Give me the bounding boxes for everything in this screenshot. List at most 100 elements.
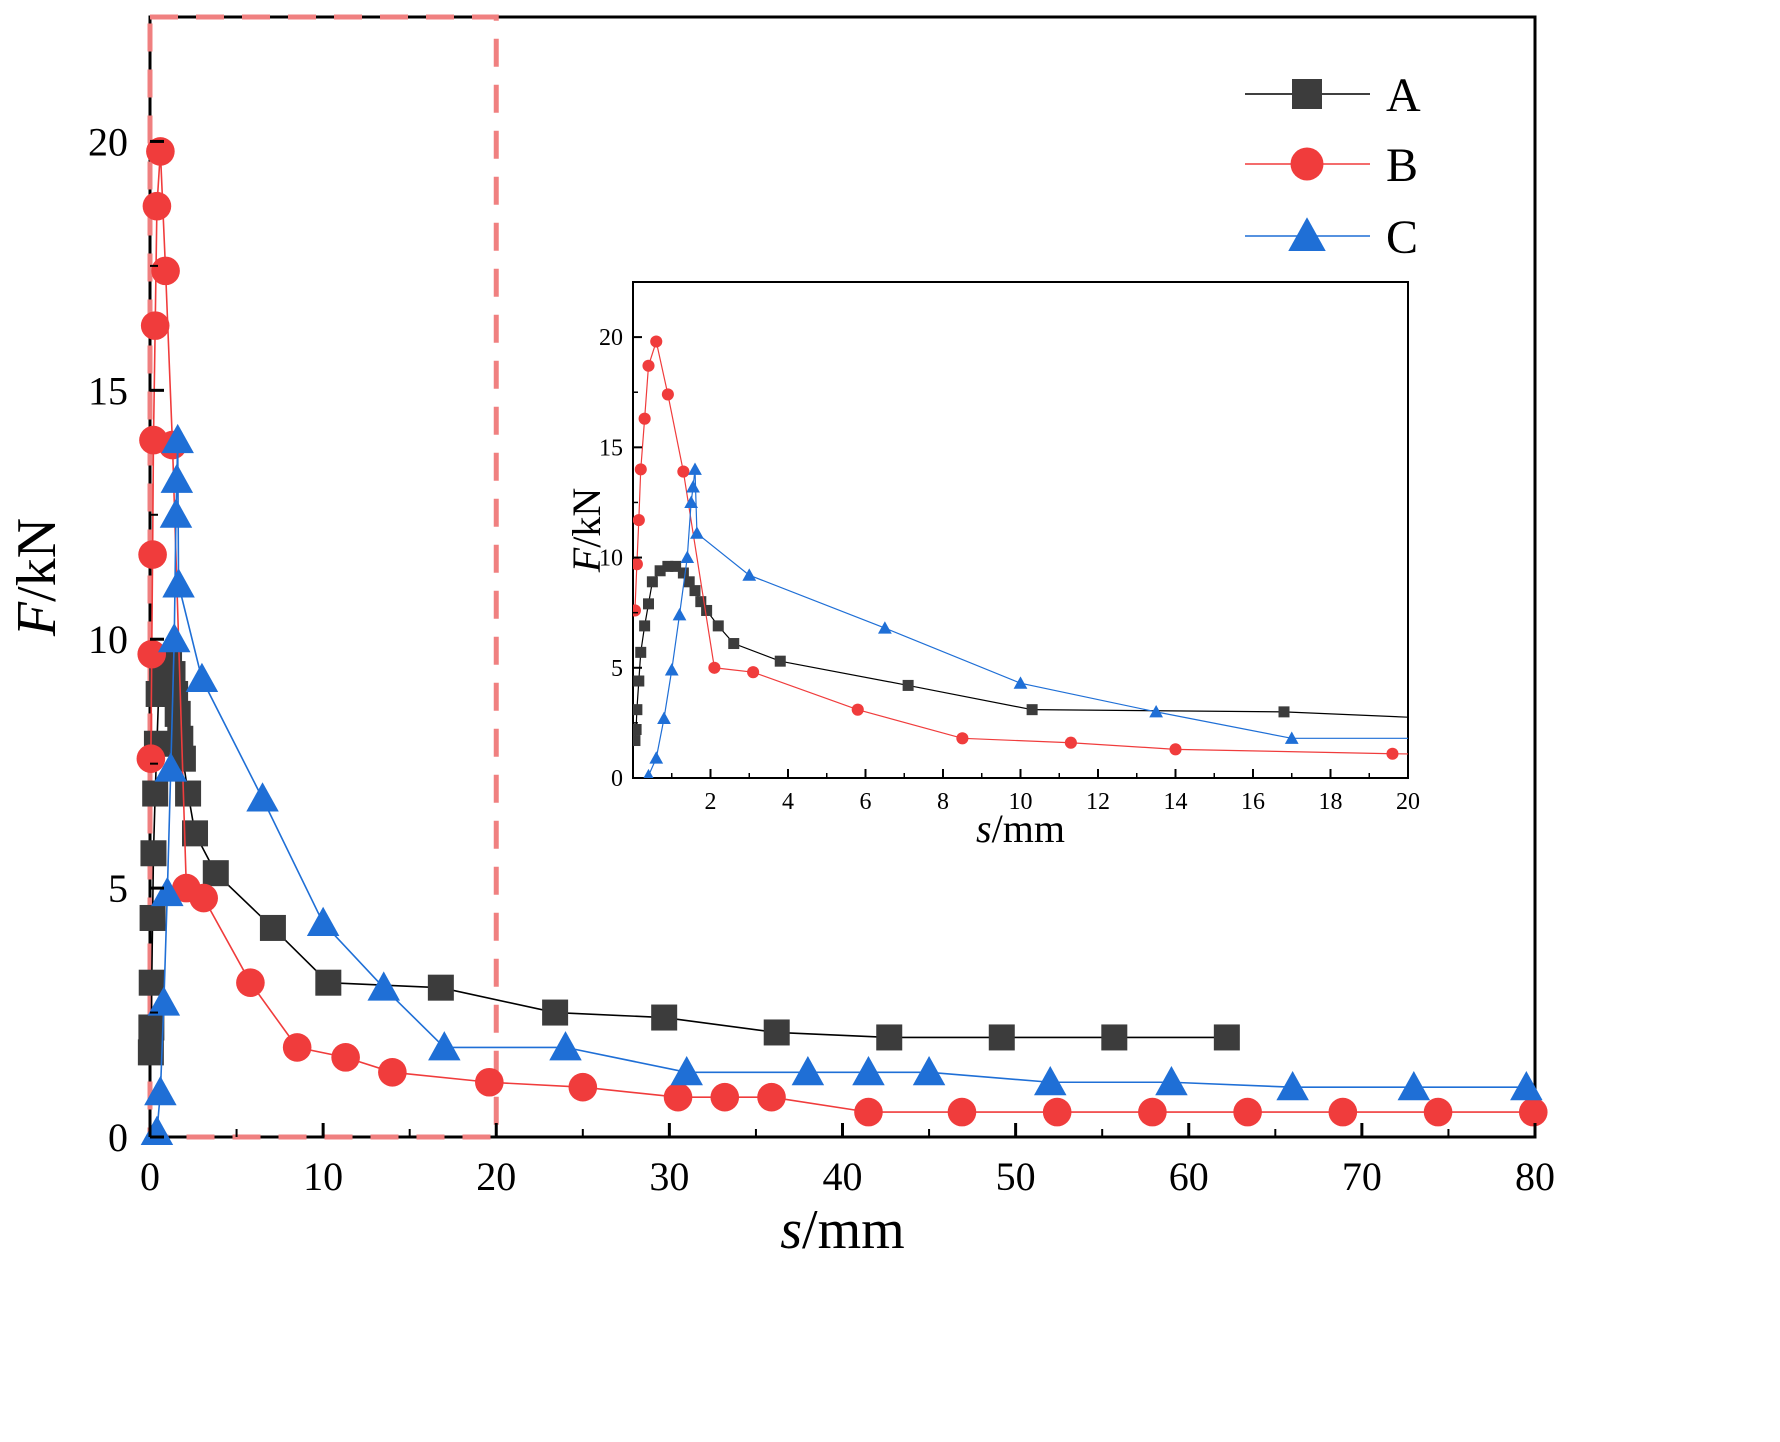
inset-data-point-B xyxy=(708,662,720,674)
data-point-B xyxy=(710,1083,739,1112)
data-point-B xyxy=(1138,1098,1167,1127)
data-point-C xyxy=(1398,1071,1431,1100)
inset-data-point-B xyxy=(629,604,641,616)
data-point-A xyxy=(138,1014,164,1040)
inset-data-point-B xyxy=(747,666,759,678)
inset-data-point-A xyxy=(903,680,914,691)
data-point-B xyxy=(141,311,170,340)
data-point-B xyxy=(137,640,166,669)
data-point-A xyxy=(138,1039,164,1065)
data-point-C xyxy=(162,568,195,597)
data-point-A xyxy=(182,820,208,846)
inset-data-point-B xyxy=(633,514,645,526)
legend-marker-C xyxy=(1288,217,1326,251)
data-point-A xyxy=(140,905,166,931)
x-tick-label: 30 xyxy=(649,1154,689,1199)
inset-data-point-B xyxy=(642,360,654,372)
data-point-C xyxy=(160,499,193,528)
y-axis-label: F/kN xyxy=(6,518,68,637)
data-point-B xyxy=(137,744,166,773)
legend-label-A: A xyxy=(1386,69,1421,122)
inset-x-tick-label: 12 xyxy=(1086,789,1110,815)
data-point-A xyxy=(428,975,454,1001)
data-point-C xyxy=(852,1056,885,1085)
x-tick-label: 70 xyxy=(1342,1154,1382,1199)
data-point-A xyxy=(764,1019,790,1045)
inset-x-tick-label: 20 xyxy=(1396,789,1420,815)
data-point-B xyxy=(1519,1098,1548,1127)
inset-data-point-A xyxy=(631,704,642,715)
data-point-B xyxy=(236,968,265,997)
inset-data-point-A xyxy=(690,585,701,596)
inset-y-tick-label: 0 xyxy=(611,766,623,792)
data-point-A xyxy=(989,1024,1015,1050)
inset-data-point-A xyxy=(633,676,644,687)
inset-y-axis-label: F/kN xyxy=(564,488,609,573)
data-point-B xyxy=(189,884,218,913)
inset-data-point-B xyxy=(639,413,651,425)
data-point-B xyxy=(283,1033,312,1062)
data-point-B xyxy=(1329,1098,1358,1127)
inset-data-point-B xyxy=(635,463,647,475)
data-point-A xyxy=(651,1005,677,1031)
data-point-B xyxy=(151,257,180,286)
data-point-A xyxy=(1101,1024,1127,1050)
inset-x-axis-label: s/mm xyxy=(976,806,1065,851)
data-point-B xyxy=(854,1098,883,1127)
x-tick-label: 0 xyxy=(140,1154,160,1199)
inset-data-point-A xyxy=(643,598,654,609)
inset-data-point-A xyxy=(1027,704,1038,715)
inset-data-point-A xyxy=(639,620,650,631)
data-point-A xyxy=(542,1000,568,1026)
data-point-A xyxy=(1214,1024,1240,1050)
legend-entry-B: B xyxy=(1245,139,1418,192)
data-point-B xyxy=(475,1068,504,1097)
data-point-C xyxy=(307,907,340,936)
inset-y-tick-label: 5 xyxy=(611,656,623,682)
inset-data-point-B xyxy=(1386,748,1398,760)
legend-marker-B xyxy=(1291,148,1324,181)
inset-data-point-A xyxy=(635,647,646,658)
data-point-B xyxy=(331,1043,360,1072)
data-point-B xyxy=(1233,1098,1262,1127)
data-point-A xyxy=(315,970,341,996)
data-point-C xyxy=(549,1031,582,1060)
data-point-C xyxy=(792,1056,825,1085)
inset-data-point-A xyxy=(1279,706,1290,717)
data-point-C xyxy=(158,623,191,652)
data-point-B xyxy=(664,1083,693,1112)
inset-data-point-A xyxy=(728,638,739,649)
legend-marker-A xyxy=(1292,79,1322,109)
inset-x-tick-label: 14 xyxy=(1164,789,1188,815)
data-point-C xyxy=(186,663,219,692)
data-point-C xyxy=(913,1056,946,1085)
inset-data-point-A xyxy=(701,605,712,616)
x-tick-label: 20 xyxy=(476,1154,516,1199)
inset-data-point-B xyxy=(956,732,968,744)
data-point-B xyxy=(948,1098,977,1127)
data-point-C xyxy=(141,1116,174,1145)
inset-data-point-B xyxy=(662,388,674,400)
data-point-C xyxy=(246,782,279,811)
inset-data-point-B xyxy=(1169,743,1181,755)
y-tick-label: 10 xyxy=(88,617,128,662)
y-tick-label: 5 xyxy=(108,866,128,911)
y-tick-label: 20 xyxy=(88,119,128,164)
inset-plot-frame xyxy=(633,282,1408,778)
zoom-region-box xyxy=(150,17,496,1137)
x-tick-label: 10 xyxy=(303,1154,343,1199)
inset-data-point-B xyxy=(677,466,689,478)
inset-data-point-B xyxy=(852,704,864,716)
data-point-C xyxy=(1276,1071,1309,1100)
inset-y-tick-label: 15 xyxy=(599,435,623,461)
data-point-A xyxy=(175,781,201,807)
x-tick-label: 50 xyxy=(996,1154,1036,1199)
highlight-box-layer xyxy=(150,17,496,1137)
legend-entry-C: C xyxy=(1245,211,1418,264)
legend-label-C: C xyxy=(1386,211,1418,264)
inset-data-point-A xyxy=(629,735,640,746)
data-point-A xyxy=(203,860,229,886)
inset-x-tick-label: 18 xyxy=(1319,789,1343,815)
